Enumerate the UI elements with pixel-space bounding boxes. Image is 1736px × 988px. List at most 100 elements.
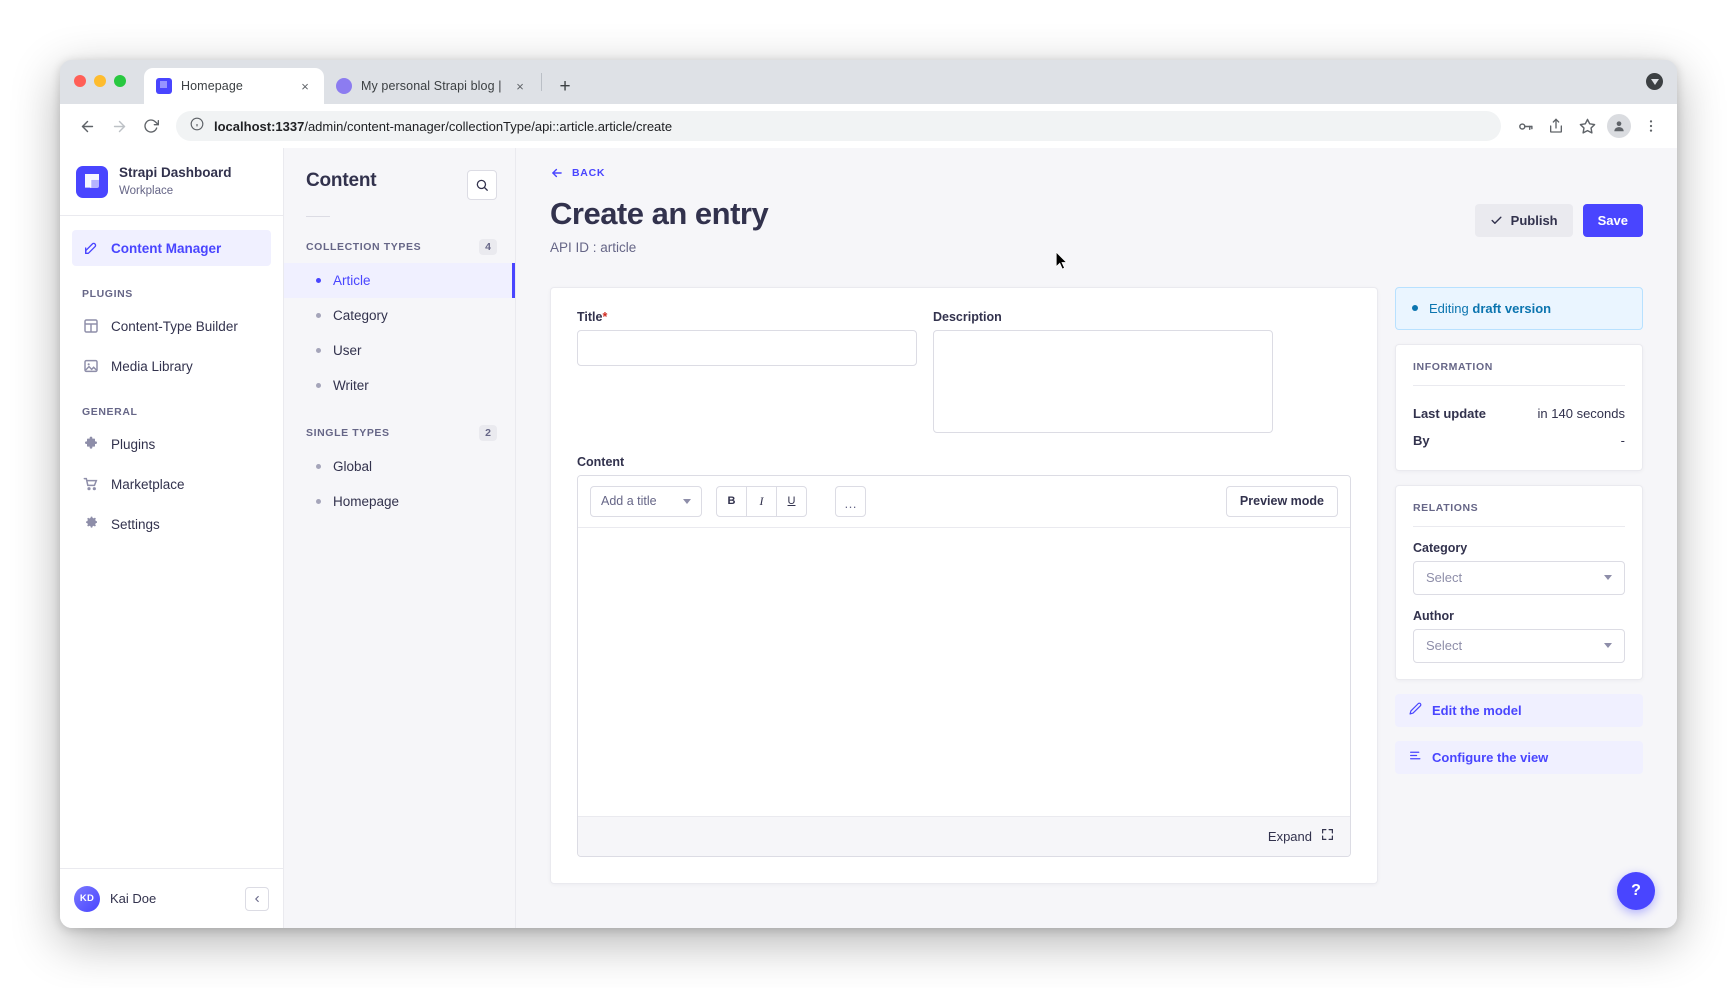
page-title: Create an entry bbox=[550, 196, 769, 231]
window-controls-icon[interactable] bbox=[1646, 73, 1663, 90]
editor-layout: Title* Description Content bbox=[550, 286, 1643, 884]
search-icon[interactable] bbox=[467, 170, 497, 200]
preview-mode-button[interactable]: Preview mode bbox=[1225, 485, 1338, 517]
bookmark-star-icon[interactable] bbox=[1573, 112, 1601, 140]
format-button-group: B I U bbox=[716, 485, 807, 517]
tab-title: Homepage bbox=[181, 79, 243, 93]
gear-icon bbox=[82, 516, 99, 533]
password-key-icon[interactable] bbox=[1511, 112, 1539, 140]
ct-group-label: SINGLE TYPES bbox=[306, 427, 390, 439]
chevron-left-icon[interactable] bbox=[245, 886, 269, 911]
browser-tab-strapi-blog[interactable]: My personal Strapi blog | Strap × bbox=[324, 68, 539, 104]
chevron-down-icon bbox=[1604, 575, 1612, 581]
back-button[interactable]: BACK bbox=[550, 166, 605, 180]
save-button[interactable]: Save bbox=[1582, 204, 1643, 237]
description-textarea[interactable] bbox=[933, 329, 1273, 433]
ct-item-article[interactable]: Article bbox=[284, 263, 515, 298]
tab-separator bbox=[541, 72, 542, 91]
brand-block[interactable]: Strapi Dashboard Workplace bbox=[60, 148, 283, 217]
category-label: Category bbox=[1413, 540, 1468, 555]
url-text: localhost:1337/admin/content-manager/col… bbox=[214, 119, 672, 134]
browser-tabstrip: Homepage × My personal Strapi blog | Str… bbox=[60, 60, 1677, 104]
more-options-button[interactable]: … bbox=[835, 485, 866, 517]
ct-item-homepage[interactable]: Homepage bbox=[284, 484, 515, 519]
ct-item-writer[interactable]: Writer bbox=[284, 368, 515, 403]
ct-item-label: Article bbox=[333, 273, 371, 288]
right-rail: Editing draft version INFORMATION Last u… bbox=[1395, 286, 1643, 884]
ct-group-header-single: SINGLE TYPES 2 bbox=[284, 403, 515, 449]
description-label: Description bbox=[933, 309, 1002, 324]
window-traffic-lights bbox=[74, 75, 126, 87]
sliders-icon bbox=[1409, 749, 1422, 765]
ct-item-label: User bbox=[333, 343, 362, 358]
reload-icon[interactable] bbox=[136, 111, 166, 141]
sidebar-user-row[interactable]: KD Kai Doe bbox=[60, 868, 283, 928]
sidebar-item-label: Content Manager bbox=[111, 240, 222, 256]
title-input[interactable] bbox=[577, 329, 917, 366]
information-heading: INFORMATION bbox=[1413, 360, 1493, 373]
info-value: in 140 seconds bbox=[1537, 405, 1625, 421]
sidebar-nav: Content Manager PLUGINS Content-Type Bui… bbox=[60, 216, 283, 868]
address-bar[interactable]: localhost:1337/admin/content-manager/col… bbox=[176, 111, 1501, 141]
edit-the-model-link[interactable]: Edit the model bbox=[1395, 693, 1643, 727]
close-icon[interactable]: × bbox=[516, 78, 524, 94]
ct-group-count: 2 bbox=[479, 425, 497, 441]
sidebar-item-marketplace[interactable]: Marketplace bbox=[72, 466, 271, 502]
browser-tab-homepage[interactable]: Homepage × bbox=[144, 68, 324, 104]
author-select[interactable]: Select bbox=[1413, 628, 1625, 663]
ct-item-label: Category bbox=[333, 308, 388, 323]
category-select[interactable]: Select bbox=[1413, 560, 1625, 595]
sidebar-item-plugins[interactable]: Plugins bbox=[72, 426, 271, 462]
close-window-button[interactable] bbox=[74, 75, 86, 87]
info-key: Last update bbox=[1413, 405, 1486, 421]
layout-icon bbox=[82, 318, 99, 335]
browser-window: Homepage × My personal Strapi blog | Str… bbox=[60, 60, 1677, 928]
expand-icon[interactable] bbox=[1321, 828, 1334, 844]
forward-icon[interactable] bbox=[104, 111, 134, 141]
sidebar-section-general: GENERAL bbox=[82, 406, 138, 419]
title-label: Title* bbox=[577, 310, 917, 324]
sidebar-item-settings[interactable]: Settings bbox=[72, 506, 271, 542]
editor-body[interactable] bbox=[578, 527, 1350, 816]
ct-item-category[interactable]: Category bbox=[284, 298, 515, 333]
sidebar-item-media-library[interactable]: Media Library bbox=[72, 348, 271, 384]
site-info-icon[interactable] bbox=[190, 117, 204, 136]
heading-style-select[interactable]: Add a title bbox=[590, 485, 702, 517]
maximize-window-button[interactable] bbox=[114, 75, 126, 87]
bullet-icon bbox=[316, 499, 321, 504]
configure-the-view-link[interactable]: Configure the view bbox=[1395, 740, 1643, 774]
profile-avatar-icon[interactable] bbox=[1607, 114, 1631, 138]
chrome-menu-icon[interactable] bbox=[1637, 112, 1665, 140]
minimize-window-button[interactable] bbox=[94, 75, 106, 87]
ct-item-global[interactable]: Global bbox=[284, 449, 515, 484]
draft-prefix: Editing bbox=[1429, 300, 1469, 316]
bold-button[interactable]: B bbox=[716, 485, 747, 517]
share-icon[interactable] bbox=[1542, 112, 1570, 140]
bullet-icon bbox=[316, 278, 321, 283]
sidebar-item-content-type-builder[interactable]: Content-Type Builder bbox=[72, 308, 271, 344]
back-icon[interactable] bbox=[72, 111, 102, 141]
ct-group-label: COLLECTION TYPES bbox=[306, 241, 422, 253]
api-id-label: API ID : article bbox=[550, 239, 637, 255]
content-label: Content bbox=[577, 454, 625, 469]
panel-title: Content bbox=[306, 170, 377, 191]
info-value: - bbox=[1620, 432, 1625, 448]
help-button[interactable]: ? bbox=[1617, 872, 1655, 910]
information-card: INFORMATION Last update in 140 seconds B… bbox=[1395, 343, 1643, 471]
sidebar-item-label: Plugins bbox=[111, 436, 156, 452]
app-viewport: Strapi Dashboard Workplace Content Manag… bbox=[60, 148, 1677, 928]
expand-label[interactable]: Expand bbox=[1267, 828, 1312, 844]
underline-button[interactable]: U bbox=[776, 485, 807, 517]
editor-footer: Expand bbox=[578, 815, 1350, 856]
new-tab-button[interactable]: + bbox=[559, 75, 571, 97]
tab-list: Homepage × My personal Strapi blog | Str… bbox=[144, 68, 580, 104]
pen-square-icon bbox=[82, 240, 99, 257]
sidebar-item-content-manager[interactable]: Content Manager bbox=[72, 230, 271, 267]
italic-button[interactable]: I bbox=[746, 485, 777, 517]
sidebar-section-plugins: PLUGINS bbox=[82, 288, 133, 301]
puzzle-icon bbox=[82, 436, 99, 453]
close-icon[interactable]: × bbox=[301, 78, 309, 94]
publish-button[interactable]: Publish bbox=[1474, 204, 1573, 237]
ct-item-user[interactable]: User bbox=[284, 333, 515, 368]
chevron-down-icon bbox=[1604, 643, 1612, 649]
